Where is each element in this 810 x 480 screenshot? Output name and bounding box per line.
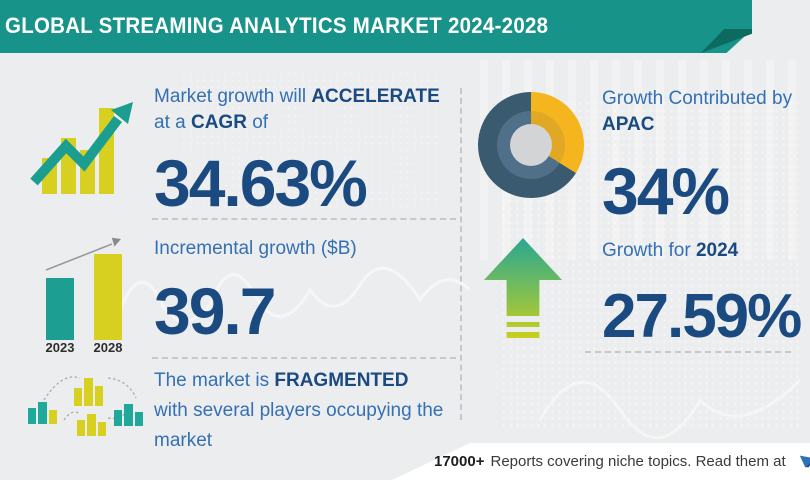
- report-count: 17000+: [434, 452, 485, 470]
- bar-comparison-icon: 2023 2028: [28, 228, 140, 356]
- apac-donut-chart: [478, 92, 584, 198]
- fragmented-market-icon: [28, 376, 143, 436]
- year-label-2023: 2023: [45, 340, 75, 355]
- year-label-2028: 2028: [93, 340, 123, 355]
- apac-section: Growth Contributed by APAC 34%: [602, 86, 810, 224]
- incremental-growth-label: Incremental growth ($B): [154, 238, 357, 259]
- apac-label: Growth Contributed by APAC: [602, 88, 793, 135]
- divider: [152, 357, 456, 359]
- up-arrow-icon: [484, 238, 562, 338]
- fragmented-label: The market is FRAGMENTED with several pl…: [154, 370, 444, 451]
- up-arrow-stripe-gap: [504, 327, 542, 332]
- growth-trend-icon: [30, 102, 133, 194]
- cagr-section: Market growth will ACCELERATE at a CAGR …: [154, 84, 454, 216]
- apac-donut-inner-ring: [497, 111, 565, 179]
- bar-comparison-graphic: [45, 237, 122, 340]
- divider: [585, 351, 791, 353]
- divider: [152, 218, 456, 220]
- growth-2024-value: 27.59%: [602, 282, 802, 351]
- cagr-value: 34.63%: [154, 146, 368, 220]
- footer: 17000+ Reports covering niche topics. Re…: [434, 451, 810, 471]
- incremental-growth-value: 39.7: [154, 274, 276, 348]
- incremental-growth-section: Incremental growth ($B) 39.7: [154, 236, 454, 344]
- fragmented-section: The market is FRAGMENTED with several pl…: [154, 366, 470, 456]
- header-ribbon: [0, 0, 752, 53]
- apac-value: 34%: [602, 154, 730, 228]
- growth-2024-label: Growth for 2024: [602, 240, 739, 261]
- technavio-logo-icon: [799, 455, 810, 468]
- apac-donut-hole: [510, 124, 552, 166]
- divider: [460, 88, 462, 420]
- up-arrow-stripe-gap: [504, 316, 542, 322]
- footer-band: [392, 443, 810, 480]
- growth-2024-section: Growth for 2024 27.59%: [602, 238, 810, 348]
- technavio-logo: technavio: [798, 451, 810, 471]
- footer-message: Reports covering niche topics. Read them…: [490, 452, 786, 470]
- up-arrow-body: [484, 238, 562, 338]
- page-title: GLOBAL STREAMING ANALYTICS MARKET 2024-2…: [5, 13, 549, 38]
- cagr-label: Market growth will ACCELERATE at a CAGR …: [154, 86, 440, 133]
